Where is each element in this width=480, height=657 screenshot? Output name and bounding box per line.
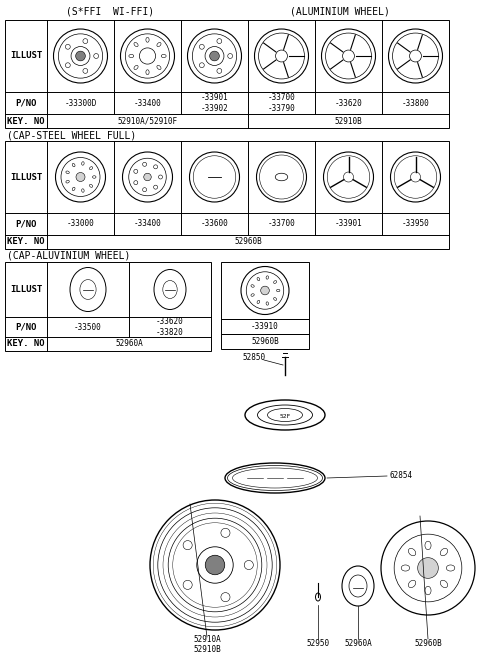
Circle shape [205, 555, 225, 575]
Circle shape [76, 51, 85, 61]
Bar [5, 262, 211, 351]
Text: ILLUST: ILLUST [10, 285, 42, 294]
Text: KEY. NO: KEY. NO [7, 237, 45, 246]
Circle shape [244, 560, 253, 570]
Text: KEY. NO: KEY. NO [7, 340, 45, 348]
Circle shape [217, 39, 222, 43]
Text: ILLUST: ILLUST [10, 173, 42, 181]
Circle shape [228, 54, 233, 58]
Circle shape [217, 68, 222, 74]
Text: 52850: 52850 [242, 353, 265, 363]
Circle shape [94, 54, 98, 58]
Text: -33901
-33902: -33901 -33902 [201, 93, 228, 113]
Text: 52910B: 52910B [193, 645, 221, 654]
Circle shape [261, 286, 269, 295]
Text: 52910A: 52910A [193, 635, 221, 645]
Circle shape [183, 541, 192, 550]
Text: -33400: -33400 [133, 99, 161, 108]
Text: KEY. NO: KEY. NO [7, 116, 45, 125]
Text: -33800: -33800 [402, 99, 430, 108]
Circle shape [65, 45, 70, 49]
Text: P/NO: P/NO [15, 219, 37, 229]
Circle shape [221, 593, 230, 602]
Text: 52960A: 52960A [344, 639, 372, 648]
Ellipse shape [315, 593, 321, 601]
Text: 52950: 52950 [306, 639, 330, 648]
Text: -33950: -33950 [402, 219, 430, 229]
Circle shape [76, 173, 85, 181]
Circle shape [199, 45, 204, 49]
Text: -33300D: -33300D [64, 99, 96, 108]
Text: P/NO: P/NO [15, 99, 37, 108]
Circle shape [199, 63, 204, 68]
Bar [221, 319, 309, 334]
Text: 52910B: 52910B [335, 116, 362, 125]
Bar [221, 334, 309, 349]
Circle shape [83, 39, 88, 43]
Text: ILLUST: ILLUST [10, 51, 42, 60]
Text: -33620
-33820: -33620 -33820 [156, 317, 184, 336]
Text: -33910: -33910 [251, 322, 279, 331]
Circle shape [221, 528, 230, 537]
Text: (CAP-ALUVINIUM WHEEL): (CAP-ALUVINIUM WHEEL) [7, 251, 131, 261]
Text: -33400: -33400 [133, 219, 161, 229]
Text: -33700
-33790: -33700 -33790 [268, 93, 295, 113]
Text: -33600: -33600 [201, 219, 228, 229]
Text: (CAP-STEEL WHEEL FULL): (CAP-STEEL WHEEL FULL) [7, 130, 136, 140]
Circle shape [83, 68, 88, 74]
Text: (S*FFI  WI-FFI): (S*FFI WI-FFI) [66, 7, 154, 17]
Circle shape [144, 173, 151, 181]
Text: -33620: -33620 [335, 99, 362, 108]
Text: 52F: 52F [279, 415, 290, 420]
Circle shape [210, 51, 219, 61]
Text: 52960B: 52960B [234, 237, 262, 246]
Circle shape [183, 580, 192, 589]
Text: -33000: -33000 [67, 219, 95, 229]
Text: -33700: -33700 [268, 219, 295, 229]
Text: P/NO: P/NO [15, 323, 37, 332]
Text: 62854: 62854 [390, 470, 413, 480]
Text: 52910A/52910F: 52910A/52910F [118, 116, 178, 125]
Text: 52960A: 52960A [115, 340, 143, 348]
Text: (ALUMINIUM WHEEL): (ALUMINIUM WHEEL) [290, 7, 390, 17]
Circle shape [418, 558, 438, 578]
Bar [5, 20, 449, 128]
Text: -33901: -33901 [335, 219, 362, 229]
Text: 52960B: 52960B [251, 337, 279, 346]
Text: -33500: -33500 [74, 323, 102, 332]
Circle shape [65, 63, 70, 68]
Bar [221, 262, 309, 319]
Text: 52960B: 52960B [414, 639, 442, 648]
Bar [5, 141, 449, 249]
